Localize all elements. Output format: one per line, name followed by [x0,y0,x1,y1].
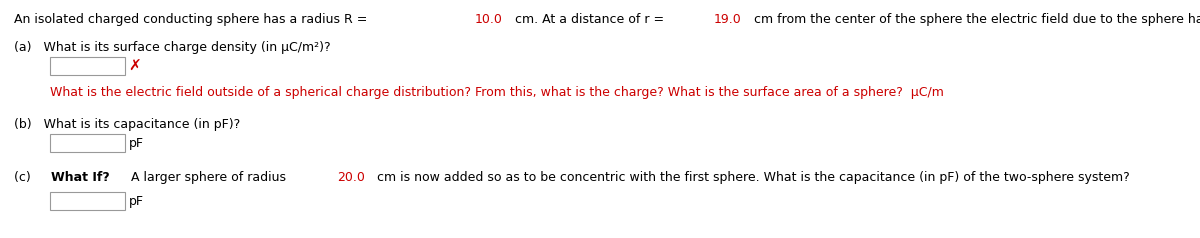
Text: ✗: ✗ [128,59,140,74]
Text: cm is now added so as to be concentric with the first sphere. What is the capaci: cm is now added so as to be concentric w… [373,171,1130,184]
Text: 20.0: 20.0 [337,171,365,184]
Text: cm. At a distance of r =: cm. At a distance of r = [511,13,668,26]
Text: (c): (c) [14,171,43,184]
FancyBboxPatch shape [50,57,125,75]
Text: An isolated charged conducting sphere has a radius R =: An isolated charged conducting sphere ha… [14,13,371,26]
FancyBboxPatch shape [50,192,125,210]
Text: (a)   What is its surface charge density (in μC/m²)?: (a) What is its surface charge density (… [14,41,331,54]
Text: pF: pF [130,138,144,150]
Text: 19.0: 19.0 [714,13,742,26]
Text: What is the electric field outside of a spherical charge distribution? From this: What is the electric field outside of a … [50,86,944,99]
FancyBboxPatch shape [50,134,125,152]
Text: 10.0: 10.0 [475,13,503,26]
Text: pF: pF [130,195,144,208]
Text: cm from the center of the sphere the electric field due to the sphere has a magn: cm from the center of the sphere the ele… [750,13,1200,26]
Text: (b)   What is its capacitance (in pF)?: (b) What is its capacitance (in pF)? [14,118,240,131]
Text: What If?: What If? [52,171,110,184]
Text: A larger sphere of radius: A larger sphere of radius [127,171,290,184]
